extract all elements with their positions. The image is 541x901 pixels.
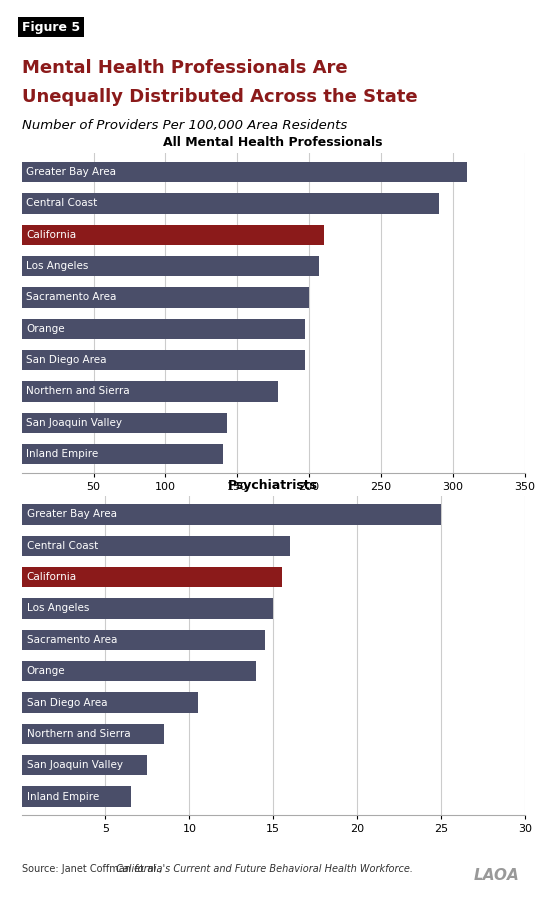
Bar	[22, 505, 441, 524]
Bar	[22, 256, 319, 277]
Bar	[22, 350, 305, 370]
Text: Northern and Sierra: Northern and Sierra	[27, 729, 130, 739]
Text: Sacramento Area: Sacramento Area	[26, 293, 116, 303]
Text: San Joaquin Valley: San Joaquin Valley	[26, 418, 122, 428]
Title: All Mental Health Professionals: All Mental Health Professionals	[163, 136, 383, 150]
Bar	[22, 319, 305, 339]
Bar	[22, 755, 147, 776]
Bar	[22, 413, 227, 433]
Bar	[22, 287, 309, 307]
Bar	[22, 692, 198, 713]
Text: Greater Bay Area: Greater Bay Area	[26, 167, 116, 177]
Text: Central Coast: Central Coast	[27, 541, 98, 551]
Text: Number of Providers Per 100,000 Area Residents: Number of Providers Per 100,000 Area Res…	[22, 119, 347, 132]
Text: California's Current and Future Behavioral Health Workforce.: California's Current and Future Behavior…	[116, 864, 413, 874]
Bar	[22, 193, 439, 214]
Bar	[22, 598, 273, 619]
Text: San Diego Area: San Diego Area	[27, 697, 107, 707]
Text: Mental Health Professionals Are: Mental Health Professionals Are	[22, 59, 347, 77]
Text: Orange: Orange	[26, 323, 64, 333]
Text: Los Angeles: Los Angeles	[27, 604, 89, 614]
Text: California: California	[27, 572, 77, 582]
Bar	[22, 162, 467, 182]
Bar	[22, 661, 256, 681]
Text: Inland Empire: Inland Empire	[27, 792, 99, 802]
Text: Los Angeles: Los Angeles	[26, 261, 88, 271]
Bar	[22, 444, 223, 464]
Bar	[22, 630, 265, 650]
Text: Northern and Sierra: Northern and Sierra	[26, 387, 130, 396]
Text: LAOA: LAOA	[473, 868, 519, 883]
Text: California: California	[26, 230, 76, 240]
Text: San Joaquin Valley: San Joaquin Valley	[27, 760, 123, 770]
Text: San Diego Area: San Diego Area	[26, 355, 107, 365]
Text: Unequally Distributed Across the State: Unequally Distributed Across the State	[22, 88, 417, 106]
Bar	[22, 535, 290, 556]
Text: Sacramento Area: Sacramento Area	[27, 635, 117, 645]
Bar	[22, 787, 131, 806]
Bar	[22, 724, 164, 744]
Text: Inland Empire: Inland Empire	[26, 450, 98, 460]
Bar	[22, 381, 278, 402]
Text: Figure 5: Figure 5	[22, 21, 80, 33]
Bar	[22, 567, 282, 587]
Text: Greater Bay Area: Greater Bay Area	[27, 509, 117, 519]
Text: Source: Janet Coffman et al.,: Source: Janet Coffman et al.,	[22, 864, 165, 874]
Title: Psychiatrists: Psychiatrists	[228, 478, 318, 492]
Bar	[22, 224, 324, 245]
Text: Orange: Orange	[27, 666, 65, 676]
Text: Central Coast: Central Coast	[26, 198, 97, 208]
